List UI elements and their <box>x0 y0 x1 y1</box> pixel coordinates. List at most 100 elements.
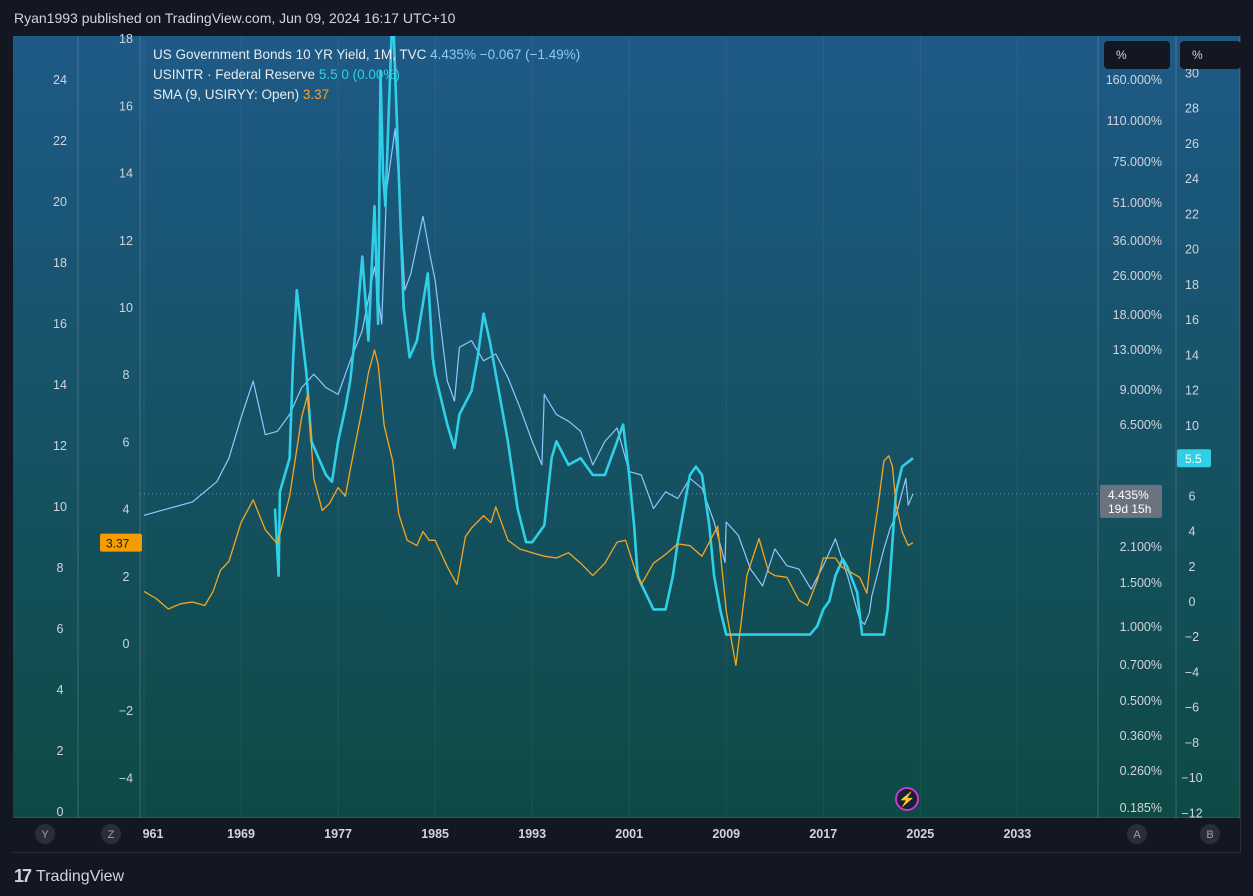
series-group <box>143 36 914 667</box>
outer-left-tick-label: 24 <box>53 73 67 87</box>
log-scale-tick-label: 1.000% <box>1120 620 1162 634</box>
inner-left-tick-label: 12 <box>119 234 133 248</box>
far-right-tick-label: −4 <box>1185 665 1199 679</box>
chart-legend: US Government Bonds 10 YR Yield, 1M, TVC… <box>153 45 580 105</box>
inner-left-tick-label: 16 <box>119 99 133 113</box>
far-right-tick-label: 12 <box>1185 384 1199 398</box>
outer-left-tick-label: 2 <box>57 744 64 758</box>
log-scale-tick-label: 26.000% <box>1113 269 1162 283</box>
far-right-tick-label: −2 <box>1185 630 1199 644</box>
outer-left-tick-label: 8 <box>57 561 64 575</box>
scale-button[interactable] <box>35 824 55 844</box>
log-scale-tick-label: 0.700% <box>1120 658 1162 672</box>
far-right-tick-label: −12 <box>1181 806 1202 820</box>
inner-left-tick-label: 18 <box>119 32 133 46</box>
fed-value-badge-label: 5.5 <box>1185 452 1202 466</box>
log-scale-tick-label: 18.000% <box>1113 308 1162 322</box>
scale-button[interactable] <box>101 824 121 844</box>
log-scale-tick-label: 9.000% <box>1120 383 1162 397</box>
log-scale-tick-label: 2.100% <box>1120 540 1162 554</box>
time-axis-label: 2017 <box>809 827 837 841</box>
log-scale-tick-label: 1.500% <box>1120 576 1162 590</box>
far-right-tick-label: 6 <box>1189 489 1196 503</box>
scale-button-label: Y <box>41 829 49 841</box>
log-scale-tick-label: 110.000% <box>1107 114 1162 128</box>
far-right-tick-label: 10 <box>1185 419 1199 433</box>
legend-bond[interactable]: US Government Bonds 10 YR Yield, 1M, TVC… <box>153 45 580 65</box>
time-axis-label: 961 <box>143 827 164 841</box>
sma-value-badge <box>100 533 142 552</box>
legend-fed[interactable]: USINTR · Federal Reserve 5.5 0 (0.00%) <box>153 65 580 85</box>
far-right-tick-label: 28 <box>1185 102 1199 116</box>
outer-left-tick-label: 16 <box>53 317 67 331</box>
far-right-tick-label: 0 <box>1189 595 1196 609</box>
log-scale-tick-label: 6.500% <box>1120 418 1162 432</box>
outer-left-tick-label: 20 <box>53 195 67 209</box>
scale-button[interactable] <box>1200 824 1220 844</box>
far-right-scale-unit-box[interactable]: % <box>1180 41 1241 69</box>
sma-line <box>143 349 914 667</box>
bond-yield-line <box>143 128 914 626</box>
time-axis-label: 2033 <box>1003 827 1031 841</box>
inner-left-tick-label: 6 <box>123 435 130 449</box>
chart-background <box>13 36 1240 818</box>
log-scale-tick-label: 0.360% <box>1120 729 1162 743</box>
far-right-tick-label: 30 <box>1185 66 1199 80</box>
tradingview-brand[interactable]: 17 TradingView <box>14 866 124 887</box>
outer-left-tick-label: 6 <box>57 622 64 636</box>
far-right-tick-label: 18 <box>1185 278 1199 292</box>
inner-left-tick-label: 2 <box>123 570 130 584</box>
inner-left-tick-label: −4 <box>119 771 133 785</box>
log-scale-tick-label: 13.000% <box>1113 343 1162 357</box>
flash-icon[interactable]: ⚡ <box>895 787 919 811</box>
log-scale-tick-label: 36.000% <box>1113 234 1162 248</box>
far-right-tick-label: 24 <box>1185 172 1199 186</box>
outer-left-tick-label: 18 <box>53 256 67 270</box>
time-axis-label: 1993 <box>518 827 546 841</box>
legend-bond-values: 4.435% −0.067 (−1.49%) <box>430 47 581 62</box>
inner-left-tick-label: 0 <box>123 637 130 651</box>
tradingview-logo-icon: 17 <box>14 866 32 886</box>
far-right-tick-label: 20 <box>1185 243 1199 257</box>
bond-countdown-label: 19d 15h <box>1108 502 1151 516</box>
far-right-tick-label: 22 <box>1185 207 1199 221</box>
inner-left-tick-label: 8 <box>123 368 130 382</box>
legend-bond-title: US Government Bonds 10 YR Yield, 1M, TVC <box>153 47 427 62</box>
inner-left-tick-label: 10 <box>119 301 133 315</box>
legend-fed-values: 5.5 0 (0.00%) <box>318 67 400 82</box>
log-scale-tick-label: 160.000% <box>1106 73 1162 87</box>
top-bar: Ryan1993 published on TradingView.com, J… <box>0 0 1253 36</box>
bond-value-badge-label: 4.435% <box>1108 488 1149 502</box>
scale-button-label: A <box>1133 829 1141 841</box>
log-scale-unit-label: % <box>1116 48 1127 62</box>
log-scale-unit-box[interactable]: % <box>1104 41 1170 69</box>
far-right-tick-label: −10 <box>1181 771 1202 785</box>
inner-left-tick-label: 4 <box>123 503 130 517</box>
log-scale-tick-label: 0.185% <box>1120 801 1162 815</box>
far-right-tick-label: −6 <box>1185 701 1199 715</box>
log-scale-tick-label: 0.260% <box>1120 764 1162 778</box>
outer-left-tick-label: 22 <box>53 134 67 148</box>
bond-value-badge <box>1100 484 1162 518</box>
far-right-tick-label: 2 <box>1189 560 1196 574</box>
legend-sma-title: SMA (9, USIRYY: Open) <box>153 87 300 102</box>
outer-left-tick-label: 10 <box>53 500 67 514</box>
outer-left-tick-label: 14 <box>53 378 67 392</box>
log-scale-tick-label: 75.000% <box>1113 155 1162 169</box>
far-right-tick-label: 16 <box>1185 313 1199 327</box>
time-axis-background <box>13 818 1240 852</box>
legend-sma[interactable]: SMA (9, USIRYY: Open) 3.37 <box>153 85 580 105</box>
log-scale-tick-label: 51.000% <box>1113 196 1162 210</box>
outer-left-tick-label: 0 <box>57 805 64 819</box>
scale-button[interactable] <box>1127 824 1147 844</box>
legend-fed-title: USINTR · Federal Reserve <box>153 67 316 82</box>
published-by-text: Ryan1993 published on TradingView.com, J… <box>14 10 456 26</box>
legend-sma-values: 3.37 <box>302 87 330 102</box>
inner-left-tick-label: 14 <box>119 167 133 181</box>
outer-left-tick-label: 12 <box>53 439 67 453</box>
far-right-tick-label: 14 <box>1185 348 1199 362</box>
time-axis-label: 2009 <box>712 827 740 841</box>
far-right-scale-unit-label: % <box>1192 48 1203 62</box>
time-axis-label: 1985 <box>421 827 449 841</box>
